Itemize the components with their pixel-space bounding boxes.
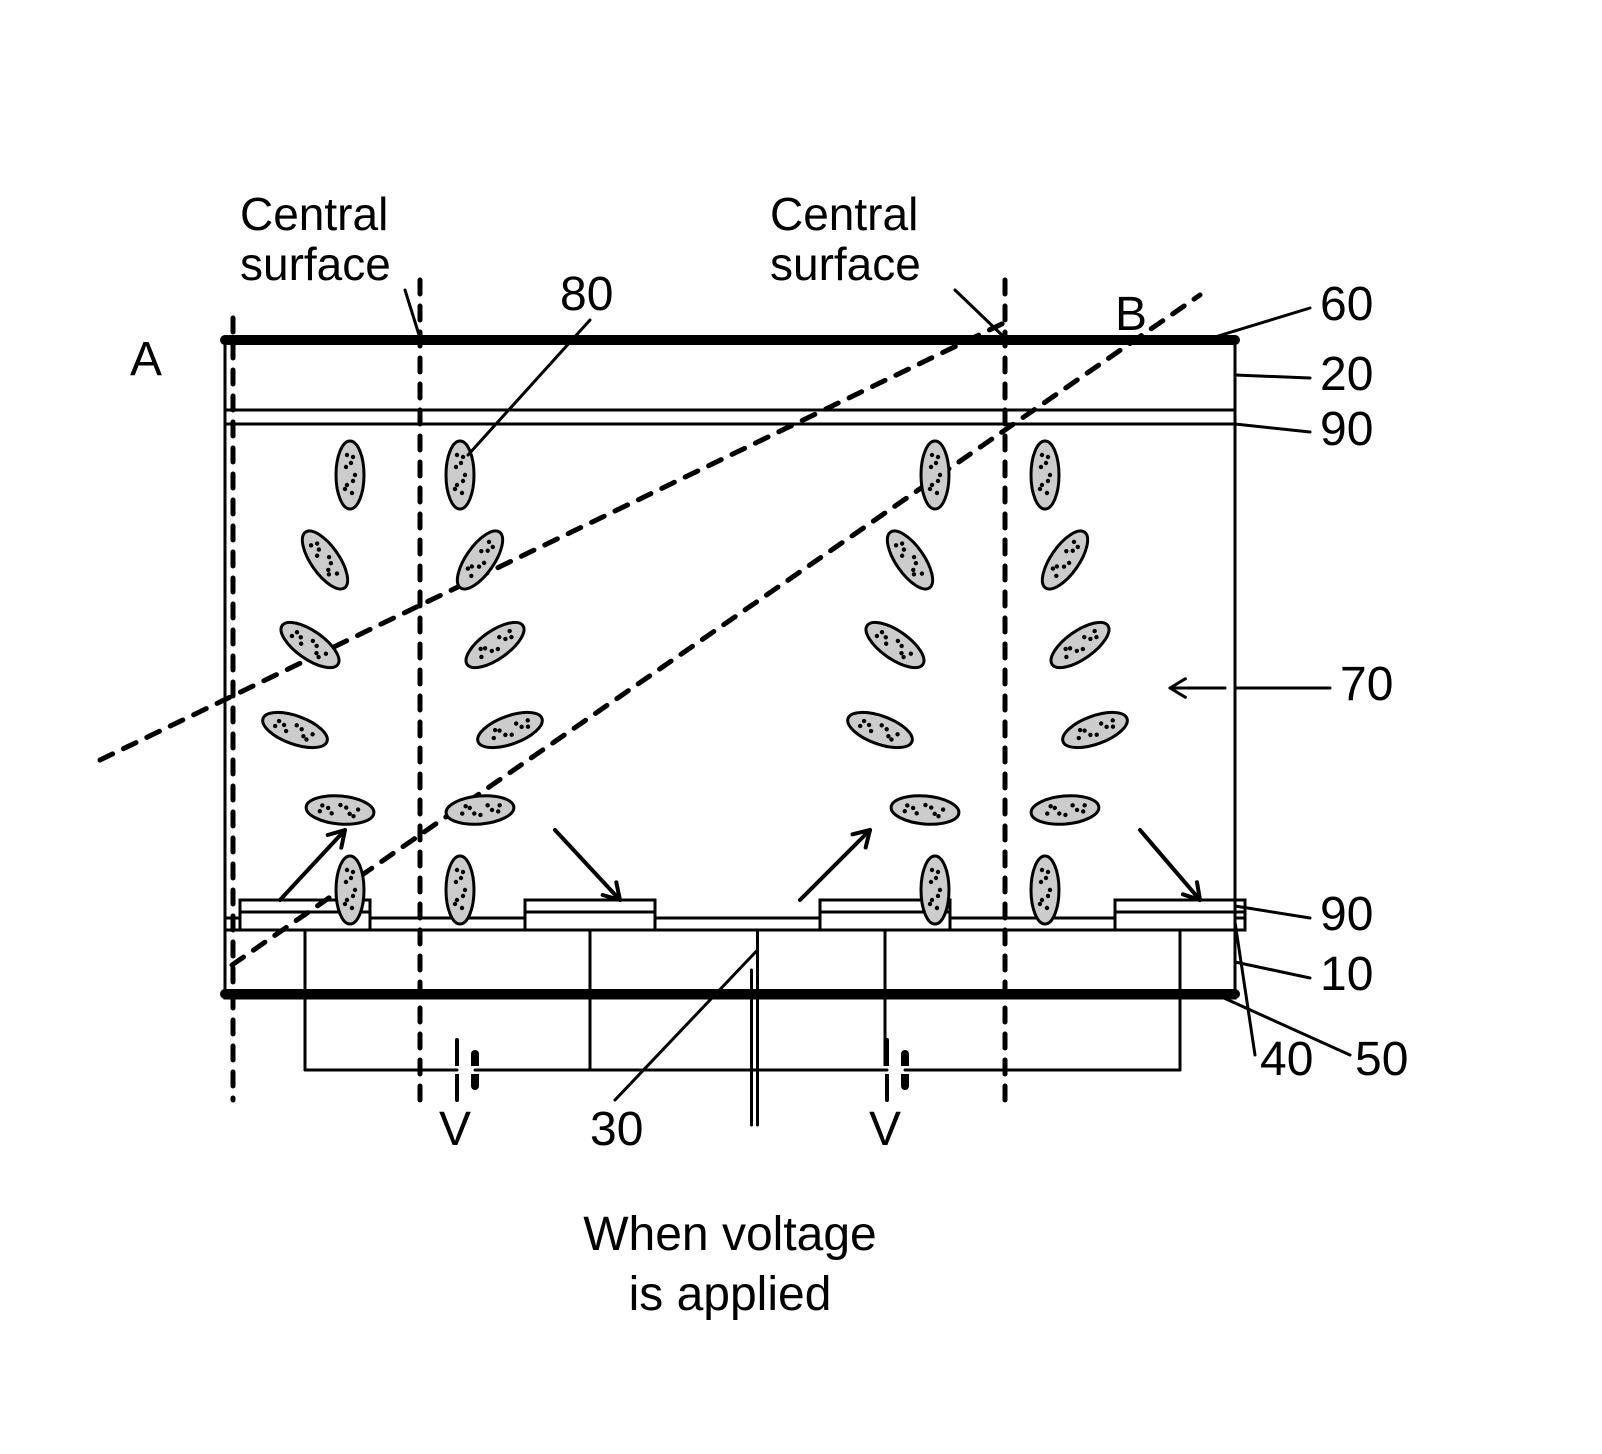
svg-text:B: B	[1115, 288, 1147, 341]
svg-text:V: V	[439, 1103, 471, 1156]
svg-text:90: 90	[1320, 888, 1373, 941]
svg-text:When voltage: When voltage	[583, 1208, 877, 1261]
svg-text:Central: Central	[240, 188, 388, 240]
lcd-cross-section-diagram: CentralsurfaceCentralsurfaceAB8060209070…	[0, 0, 1602, 1454]
svg-text:surface: surface	[240, 238, 391, 290]
svg-text:surface: surface	[770, 238, 921, 290]
svg-text:80: 80	[560, 268, 613, 321]
svg-text:60: 60	[1320, 278, 1373, 331]
svg-text:V: V	[869, 1103, 901, 1156]
svg-text:A: A	[130, 333, 162, 386]
svg-text:20: 20	[1320, 348, 1373, 401]
svg-text:70: 70	[1340, 658, 1393, 711]
svg-text:10: 10	[1320, 948, 1373, 1001]
svg-text:Central: Central	[770, 188, 918, 240]
svg-text:50: 50	[1355, 1033, 1408, 1086]
svg-text:90: 90	[1320, 403, 1373, 456]
svg-text:40: 40	[1260, 1033, 1313, 1086]
svg-text:30: 30	[590, 1103, 643, 1156]
svg-text:is applied: is applied	[629, 1268, 832, 1321]
